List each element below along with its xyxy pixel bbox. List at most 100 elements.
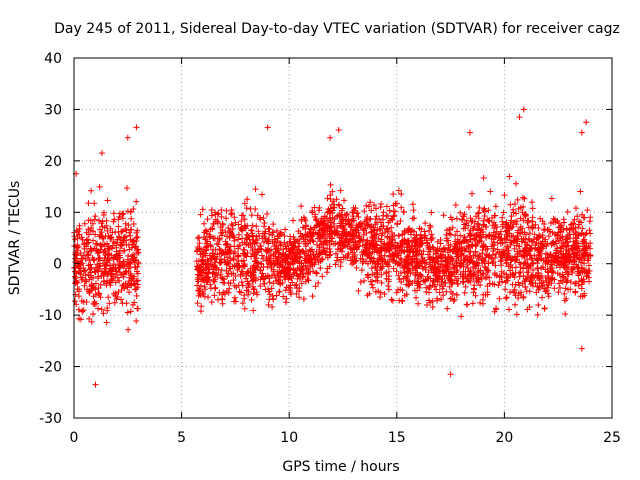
data-point [461,289,468,296]
data-point [104,245,111,252]
data-point [373,219,380,226]
data-point [534,256,541,263]
data-point [76,315,83,322]
data-point [586,262,593,269]
data-point [372,288,379,295]
data-point [252,257,259,264]
data-point [484,269,491,276]
data-point [85,252,92,259]
data-point [373,205,380,212]
data-point [474,269,481,276]
data-point [82,255,89,262]
data-point [92,280,99,287]
data-point [531,231,538,238]
data-point [556,272,563,279]
data-point [524,217,531,224]
data-point [225,260,232,267]
data-point [380,223,387,230]
data-point [522,276,529,283]
data-point [95,255,102,262]
data-point [541,305,548,312]
data-point [437,237,444,244]
data-point [529,205,536,212]
data-point [554,231,561,238]
data-point [112,229,119,236]
data-point [422,232,429,239]
data-point [200,290,207,297]
data-point [520,106,527,113]
data-point [71,298,78,305]
data-point [219,300,226,307]
data-point [236,288,243,295]
data-point [509,281,516,288]
data-point [344,243,351,250]
data-point [294,250,301,257]
data-point [124,284,131,291]
data-point [503,294,510,301]
data-point [385,244,392,251]
data-point [411,215,418,222]
data-point [575,221,582,228]
data-point [481,205,488,212]
data-point [435,254,442,261]
data-point [94,250,101,257]
data-point [337,187,344,194]
data-point [425,285,432,292]
data-point [400,208,407,215]
data-point [521,253,528,260]
data-point [235,245,242,252]
data-point [498,262,505,269]
data-point [379,216,386,223]
data-point [272,246,279,253]
data-point [524,273,531,280]
data-point [443,288,450,295]
data-point [127,259,134,266]
data-point [513,256,520,263]
data-point [469,227,476,234]
data-point [252,186,259,193]
data-point [319,273,326,280]
data-point [77,261,84,268]
data-point [457,232,464,239]
data-point [449,295,456,302]
data-point [249,222,256,229]
data-point [260,239,267,246]
data-point [438,261,445,268]
data-point [404,273,411,280]
data-point [505,247,512,254]
data-point [231,234,238,241]
data-point [214,235,221,242]
data-point [335,127,342,133]
data-point [384,226,391,233]
data-point [302,231,309,238]
data-point [222,259,229,266]
data-point [577,259,584,266]
data-point [421,228,428,235]
data-point [118,296,125,303]
data-point [575,232,582,239]
data-point [425,244,432,251]
data-point [346,232,353,239]
data-point [298,280,305,287]
data-point [221,258,228,265]
data-point [516,114,523,121]
data-point [239,300,246,307]
data-point [280,293,287,300]
data-point [217,256,224,263]
data-point [534,265,541,272]
data-point [239,282,246,289]
data-point [83,278,90,285]
y-tick-labels: -30 -20 -10 0 10 20 30 40 [39,51,62,427]
data-point [459,217,466,224]
data-point [465,243,472,250]
data-point [387,252,394,259]
data-point [489,222,496,229]
data-point [443,258,450,265]
data-point [91,301,98,308]
data-point [266,288,273,295]
y-tick-label: -20 [39,360,62,376]
data-point [430,266,437,273]
data-point [338,207,345,214]
data-point [71,273,78,280]
data-point [210,220,217,227]
